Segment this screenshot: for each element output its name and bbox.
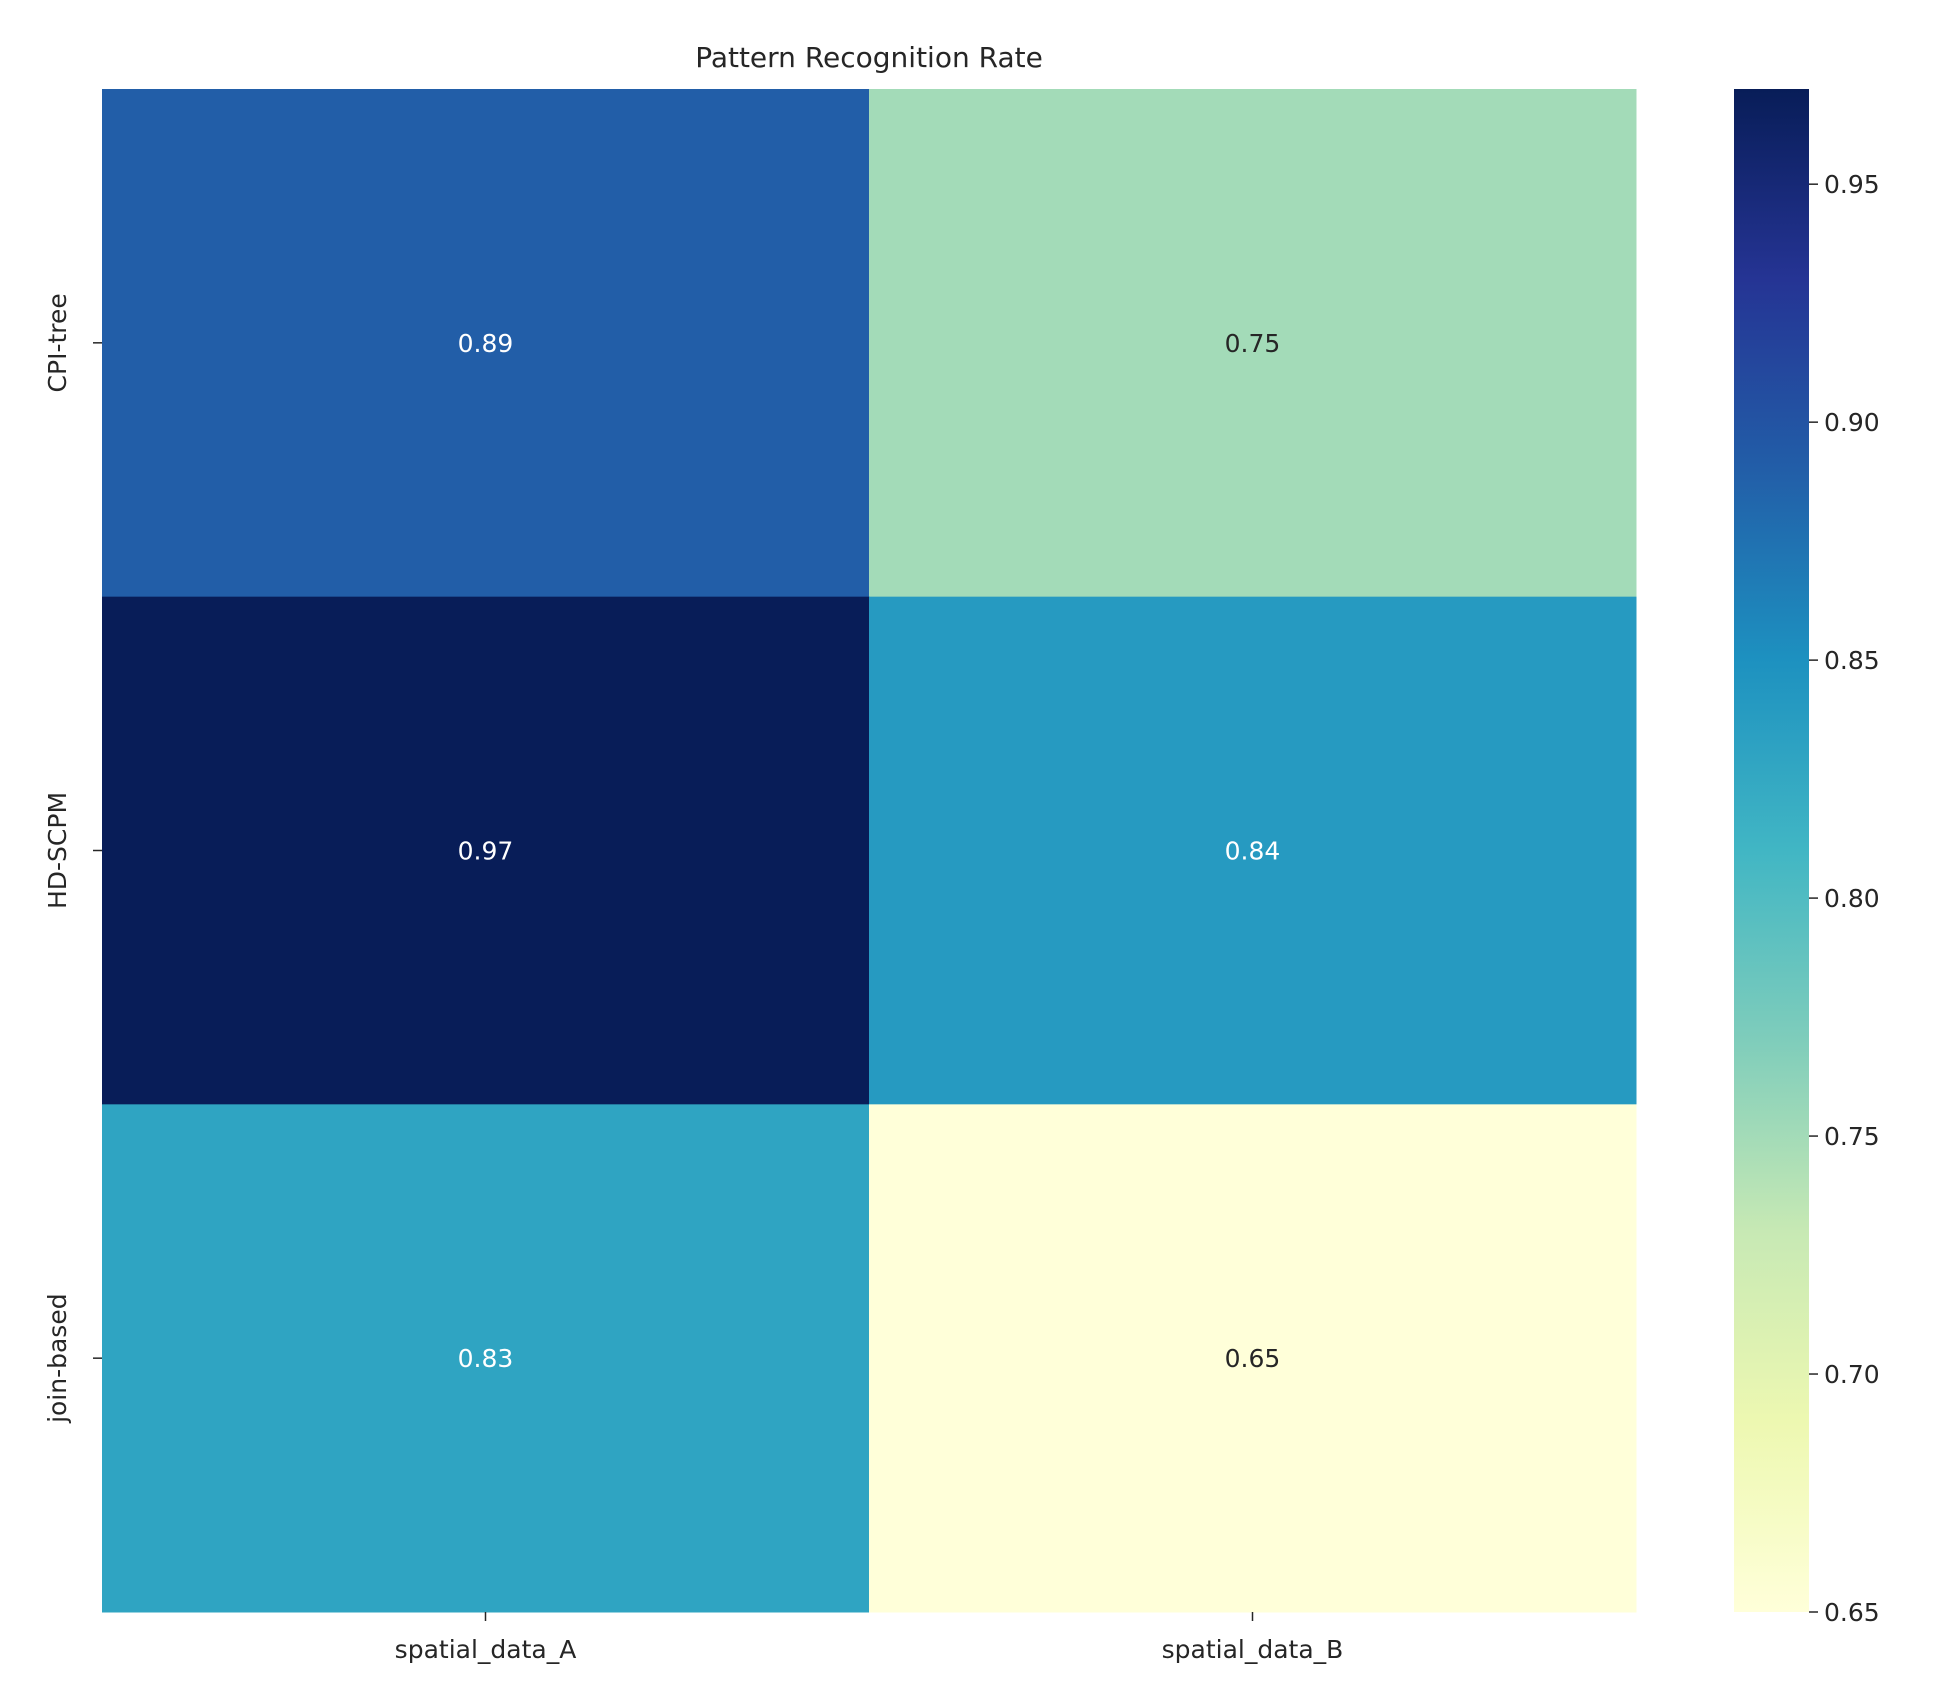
colorbar-tick-label: 0.95 [1824,170,1880,199]
heatmap-cells: 0.89 0.75 0.97 0.84 0.83 0.65 [102,89,1637,1613]
y-tick-label: join-based [43,1293,72,1424]
colorbar-tick-label: 0.65 [1824,1598,1880,1627]
heatmap-cell [102,1104,870,1613]
heatmap-cell [869,89,1637,598]
colorbar-tick-label: 0.75 [1824,1122,1880,1151]
colorbar: 0.65 0.70 0.75 0.80 0.85 0.90 0.95 [1734,89,1880,1627]
colorbar-tick-label: 0.80 [1824,884,1880,913]
cell-value-label: 0.89 [458,329,514,358]
colorbar-tick-label: 0.70 [1824,1360,1880,1389]
cell-value-label: 0.84 [1225,837,1281,866]
heatmap-cell [102,596,870,1105]
cell-value-label: 0.83 [458,1344,514,1373]
chart-title: Pattern Recognition Rate [695,41,1043,74]
x-tick-label: spatial_data_B [1162,1635,1344,1664]
cell-value-label: 0.97 [458,837,514,866]
cell-value-label: 0.65 [1225,1344,1281,1373]
x-axis: spatial_data_A spatial_data_B [395,1612,1344,1664]
colorbar-tick-label: 0.90 [1824,408,1880,437]
y-axis: CPI-tree HD-SCPM join-based [43,293,102,1424]
cell-value-label: 0.75 [1225,329,1281,358]
heatmap-cell [869,1104,1637,1613]
colorbar-tick-label: 0.85 [1824,646,1880,675]
y-tick-label: CPI-tree [43,293,72,392]
y-tick-label: HD-SCPM [43,792,72,909]
heatmap-cell [102,89,870,598]
colorbar-gradient [1734,89,1809,1612]
heatmap-cell [869,596,1637,1105]
x-tick-label: spatial_data_A [395,1635,577,1664]
